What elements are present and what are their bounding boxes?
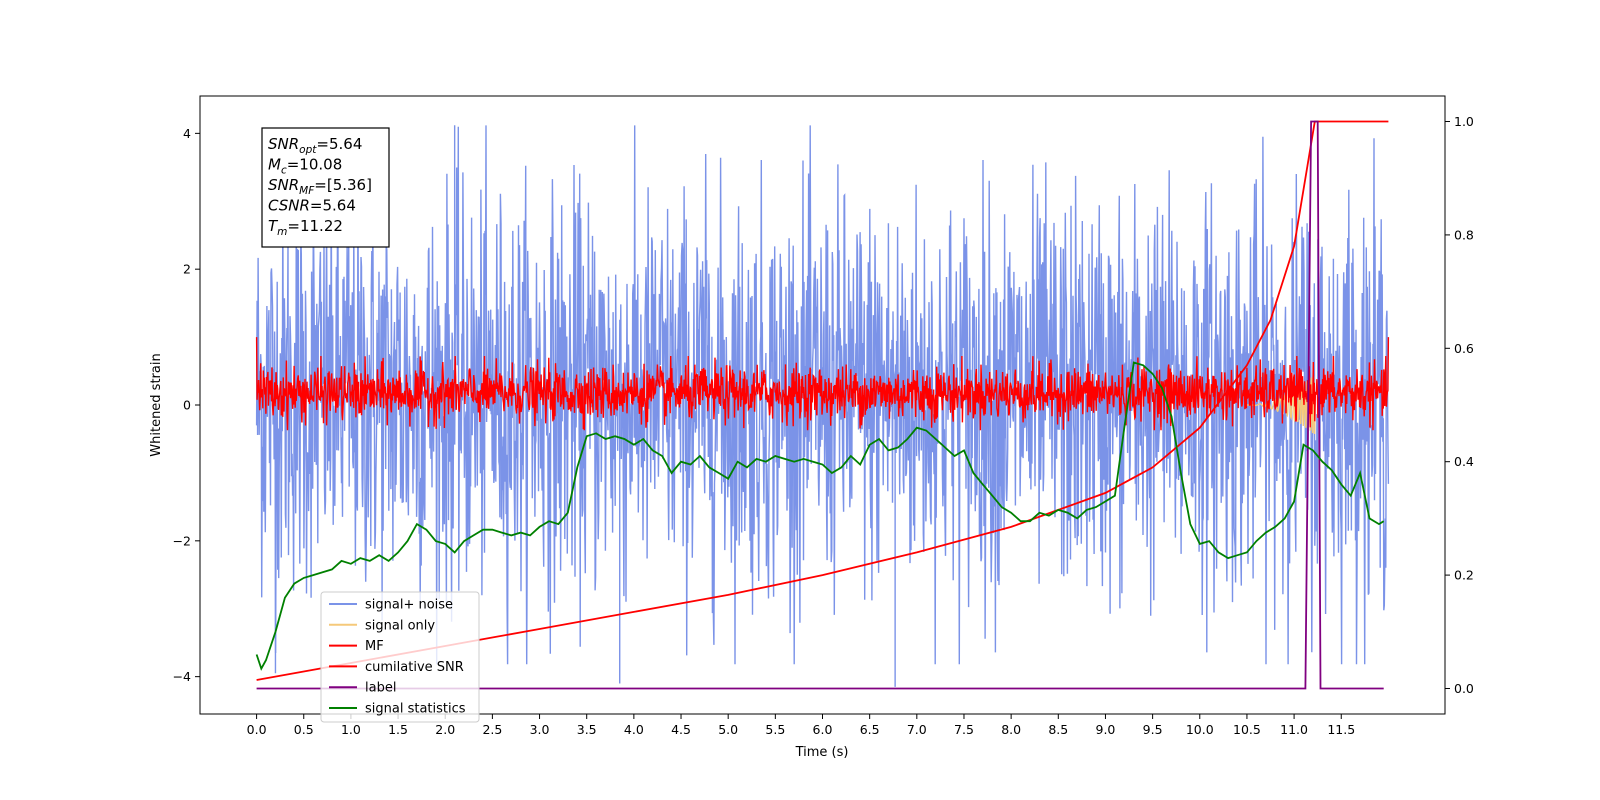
y-right-tick-label: 0.6: [1454, 341, 1474, 356]
x-tick-label: 5.0: [718, 722, 738, 737]
x-tick-label: 10.5: [1233, 722, 1261, 737]
series-0-line: [255, 125, 1390, 665]
y-left-axis-ticks: −4 −2 0 2 4: [173, 126, 200, 684]
y-right-tick-label: 0.8: [1454, 227, 1474, 242]
x-tick-label: 1.0: [341, 722, 361, 737]
y-left-tick-label: 2: [183, 262, 191, 277]
legend-label: cumilative SNR: [365, 660, 464, 675]
x-tick-label: 3.5: [577, 722, 597, 737]
x-tick-label: 6.5: [860, 722, 880, 737]
annotation-line: Tm=11.22: [268, 217, 343, 238]
y-left-tick-label: −2: [173, 533, 191, 548]
x-tick-label: 10.0: [1186, 722, 1214, 737]
x-tick-label: 2.5: [482, 722, 502, 737]
x-tick-label: 5.5: [765, 722, 785, 737]
legend-label: signal statistics: [365, 702, 466, 717]
series-1-line: [1246, 375, 1316, 434]
x-tick-label: 3.0: [530, 722, 550, 737]
x-tick-label: 0.5: [294, 722, 314, 737]
stats-annotation-box: SNRopt=5.64Mc=10.08SNRMF=[5.36]CSNR=5.64…: [261, 127, 390, 248]
x-axis-label: Time (s): [795, 745, 849, 760]
x-tick-label: 2.0: [435, 722, 455, 737]
y-right-tick-label: 0.0: [1454, 681, 1474, 696]
x-tick-label: 6.0: [813, 722, 833, 737]
annotation-line: CSNR=5.64: [268, 197, 356, 215]
x-tick-label: 4.5: [671, 722, 691, 737]
annotation-frame: [261, 127, 390, 248]
x-tick-label: 4.0: [624, 722, 644, 737]
x-tick-label: 1.5: [388, 722, 408, 737]
series-3-line: [256, 120, 1389, 681]
x-axis-ticks: 0.0 0.5 1.0 1.5 2.0 2.5 3.0 3.5 4.0 4.5 5.0 5.5 6.0 6…: [247, 714, 1355, 737]
legend-label: MF: [365, 639, 384, 654]
x-tick-label: 0.0: [247, 722, 267, 737]
legend-label: signal+ noise: [365, 598, 453, 613]
annotation-line: Mc=10.08: [268, 156, 342, 177]
annotation-line: SNRopt=5.64: [268, 135, 362, 156]
x-tick-label: 9.0: [1096, 722, 1116, 737]
x-tick-label: 11.5: [1327, 722, 1355, 737]
y-left-tick-label: 4: [183, 126, 191, 141]
annotation-line: SNRMF=[5.36]: [268, 176, 372, 197]
x-tick-label: 11.0: [1280, 722, 1308, 737]
x-tick-label: 7.5: [954, 722, 974, 737]
y-axis-label: Whitened strain: [149, 353, 164, 456]
y-right-tick-label: 0.2: [1454, 568, 1474, 583]
legend-label: signal only: [365, 618, 435, 633]
series-4-line: [256, 120, 1384, 690]
series-2-line: [255, 337, 1390, 431]
x-tick-label: 9.5: [1143, 722, 1163, 737]
y-left-tick-label: 0: [183, 398, 191, 413]
y-left-tick-label: −4: [173, 669, 191, 684]
y-right-tick-label: 0.4: [1454, 454, 1474, 469]
legend-frame: [320, 591, 480, 723]
plot-area: [255, 120, 1390, 690]
x-tick-label: 7.0: [907, 722, 927, 737]
x-tick-label: 8.0: [1001, 722, 1021, 737]
x-tick-label: 8.5: [1048, 722, 1068, 737]
legend-label: label: [365, 681, 396, 696]
legend: signal+ noise signal only MF cumilative SNR…: [320, 591, 480, 723]
y-right-tick-label: 1.0: [1454, 114, 1474, 129]
y-right-axis-ticks: 0.0 0.2 0.4 0.6 0.8 1.0: [1445, 114, 1474, 696]
series-5-line: [255, 361, 1385, 671]
